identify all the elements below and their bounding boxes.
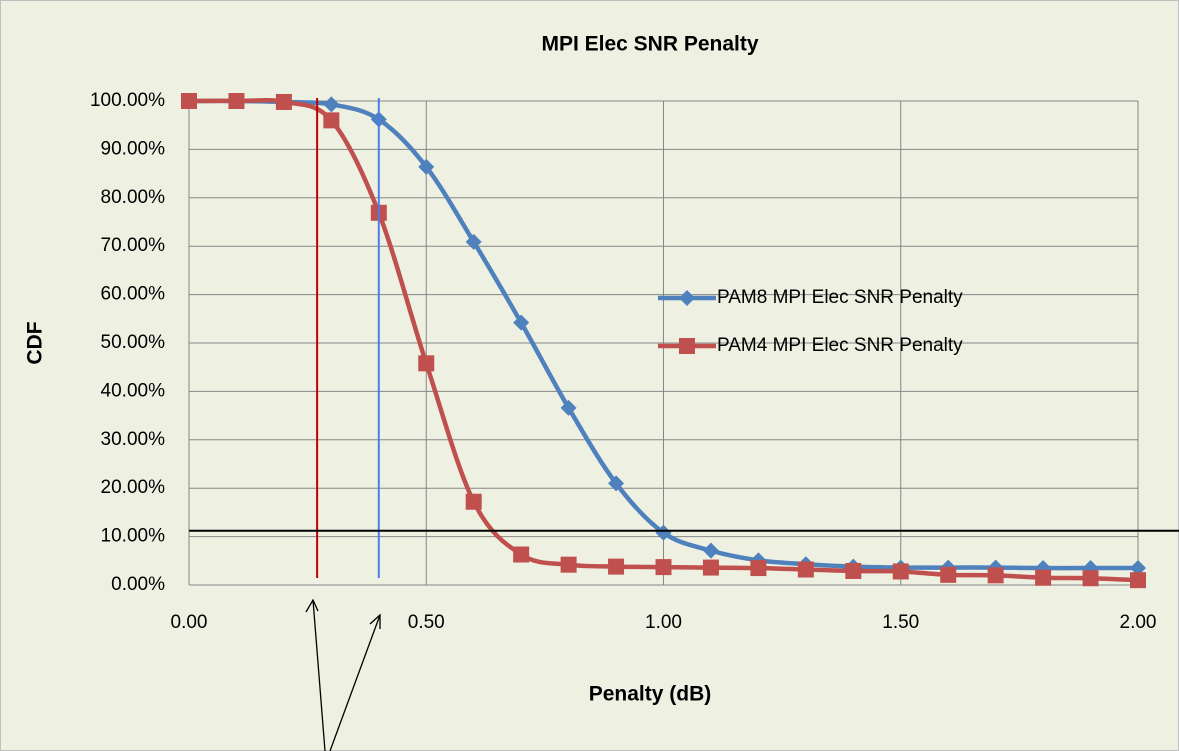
- data-point: [608, 475, 625, 492]
- arrows: [305, 598, 381, 751]
- legend-marker: [679, 338, 695, 354]
- data-point: [987, 567, 1004, 584]
- x-axis-title: Penalty (dB): [589, 683, 712, 706]
- x-tick-label: 0.50: [408, 612, 445, 633]
- data-point: [845, 562, 862, 579]
- data-point: [608, 558, 625, 575]
- data-point: [465, 233, 482, 250]
- y-tick-label: 30.00%: [101, 429, 166, 450]
- x-tick-label: 2.00: [1120, 612, 1157, 633]
- y-tick-label: 100.00%: [90, 90, 165, 111]
- data-point: [750, 560, 767, 577]
- y-tick-label: 90.00%: [101, 138, 166, 159]
- data-point: [418, 355, 435, 372]
- data-point: [1082, 570, 1099, 587]
- data-point: [323, 96, 340, 113]
- data-point: [655, 524, 672, 541]
- legend-marker: [679, 290, 695, 306]
- data-point: [892, 563, 909, 580]
- data-point: [181, 93, 197, 109]
- data-point: [1035, 569, 1052, 586]
- series-line: [188, 98, 1138, 571]
- y-tick-label: 80.00%: [101, 187, 166, 208]
- data-point: [323, 112, 340, 129]
- y-tick-label: 70.00%: [101, 235, 166, 256]
- data-point: [228, 93, 245, 109]
- y-tick-label: 20.00%: [101, 477, 166, 498]
- data-point: [513, 546, 530, 563]
- y-tick-label: 40.00%: [101, 380, 166, 401]
- data-point: [418, 158, 435, 175]
- x-tick-label: 1.50: [882, 612, 919, 633]
- x-tick-label: 0.00: [171, 612, 208, 633]
- data-point: [1130, 560, 1146, 577]
- data-point: [513, 314, 530, 331]
- data-point: [465, 493, 482, 510]
- data-point: [702, 559, 719, 576]
- data-point: [560, 556, 577, 573]
- y-tick-label: 10.00%: [101, 526, 166, 547]
- data-point: [275, 93, 292, 110]
- x-tick-label: 1.00: [645, 612, 682, 633]
- data-point: [1130, 572, 1146, 589]
- data-point: [797, 561, 814, 578]
- y-tick-label: 0.00%: [111, 574, 165, 595]
- series-line: [188, 98, 1139, 583]
- y-tick-label: 60.00%: [101, 284, 166, 305]
- data-point: [940, 566, 957, 583]
- data-point: [655, 559, 672, 576]
- y-tick-label: 50.00%: [101, 332, 166, 353]
- chart-title: MPI Elec SNR Penalty: [541, 33, 758, 56]
- data-point: [702, 542, 719, 559]
- y-axis-title: CDF: [24, 321, 47, 364]
- legend-label: PAM4 MPI Elec SNR Penalty: [717, 335, 963, 356]
- data-point: [560, 399, 577, 416]
- legend-label: PAM8 MPI Elec SNR Penalty: [717, 287, 963, 308]
